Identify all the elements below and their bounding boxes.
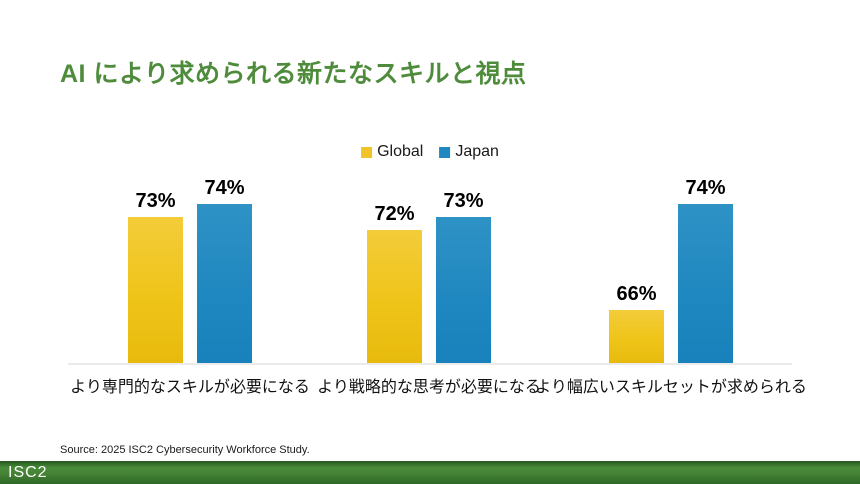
legend-label-japan: Japan bbox=[455, 143, 499, 160]
bar-group: 66% 74% bbox=[609, 177, 733, 363]
bar-value-label: 74% bbox=[204, 177, 245, 199]
japan-swatch-icon bbox=[439, 146, 451, 158]
bar-column-japan: 73% bbox=[436, 190, 491, 363]
legend-item-japan: Japan bbox=[439, 143, 499, 161]
bar-column-japan: 74% bbox=[197, 177, 252, 363]
bar-global bbox=[367, 230, 422, 363]
bar-column-global: 73% bbox=[128, 190, 183, 363]
bar-japan bbox=[197, 204, 252, 363]
bar-group: 72% 73% bbox=[367, 190, 491, 363]
bar-value-label: 74% bbox=[685, 177, 726, 199]
bar-global bbox=[128, 217, 183, 363]
chart-plot: 73% 74% 72% 73% 66% 74% bbox=[68, 177, 792, 365]
legend-label-global: Global bbox=[377, 143, 424, 160]
bar-value-label: 73% bbox=[135, 190, 176, 212]
category-label: より戦略的な思考が必要になる bbox=[317, 379, 541, 396]
bar-japan bbox=[436, 217, 491, 363]
chart-legend: Global Japan bbox=[361, 143, 499, 161]
page-title: AI により求められる新たなスキルと視点 bbox=[60, 60, 527, 88]
bar-group: 73% 74% bbox=[128, 177, 252, 363]
footer-bar: ISC2 bbox=[0, 461, 860, 484]
category-label: より専門的なスキルが必要になる bbox=[70, 379, 310, 396]
legend-item-global: Global bbox=[361, 143, 423, 161]
bar-value-label: 66% bbox=[616, 283, 657, 305]
bar-value-label: 73% bbox=[443, 190, 484, 212]
isc2-logo: ISC2 bbox=[8, 464, 48, 481]
bar-value-label: 72% bbox=[374, 203, 415, 225]
bar-column-japan: 74% bbox=[678, 177, 733, 363]
chart-area: 73% 74% 72% 73% 66% 74% より専門的なスキルが必要になる より戦略的な… bbox=[68, 177, 807, 396]
category-label: より幅広いスキルセットが求められる bbox=[535, 379, 807, 396]
source-note: Source: 2025 ISC2 Cybersecurity Workforc… bbox=[60, 444, 310, 456]
bar-japan bbox=[678, 204, 733, 363]
bar-column-global: 66% bbox=[609, 283, 664, 363]
global-swatch-icon bbox=[361, 146, 373, 158]
bar-global bbox=[609, 310, 664, 363]
bar-column-global: 72% bbox=[367, 203, 422, 363]
